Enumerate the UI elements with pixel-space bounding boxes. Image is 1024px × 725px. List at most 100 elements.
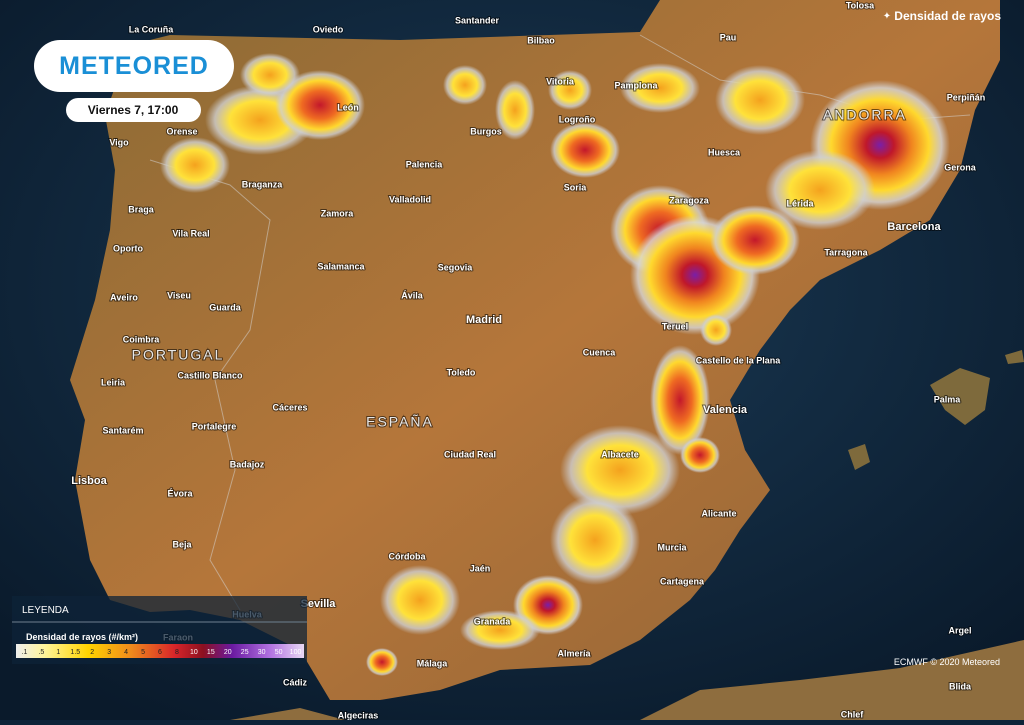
place-label: Viseu [167,290,191,300]
place-label: Argel [948,625,971,635]
layer-icon: ✦ [883,11,891,22]
place-label: Málaga [417,658,449,668]
islands [848,350,1024,470]
storms [160,53,950,676]
legend-step: .5 [38,649,44,656]
logo-badge[interactable] [34,40,234,92]
place-label: PORTUGAL [132,347,225,363]
legend-step: 5 [141,649,145,656]
place-label: Ávila [401,290,424,300]
land [70,0,1000,700]
legend-step: 30 [258,649,266,656]
legend-step: 15 [207,649,215,656]
place-label: Gerona [944,162,977,172]
place-label: ANDORRA [823,107,907,123]
place-label: Oviedo [313,24,344,34]
place-label: Granada [474,616,512,626]
place-label: Valladolid [389,194,431,204]
place-label: Chlef [841,709,865,719]
place-label: Guarda [209,302,242,312]
place-label: Sevilla [301,598,337,610]
place-label: Orense [166,126,197,136]
place-label: La Coruña [129,24,174,34]
legend-step: 100 [290,649,302,656]
place-label: Vila Real [172,228,209,238]
place-label: Córdoba [389,551,427,561]
place-label: Cuenca [583,347,617,357]
place-label: Braga [128,204,155,214]
place-label: Aveiro [110,292,138,302]
place-label: Zaragoza [669,195,710,205]
place-label: Teruel [662,321,688,331]
legend-step: 50 [275,649,283,656]
layer-name[interactable]: Densidad de rayos [894,9,1001,23]
date: Viernes 7, 17:00 [88,103,179,117]
place-label: Tolosa [846,0,875,10]
place-label: Valencia [703,404,748,416]
place-label: Cartagena [660,576,705,586]
place-label: Leiria [101,377,126,387]
place-label: Castillo Blanco [177,370,243,380]
place-label: Portalegre [192,421,237,431]
place-label: Cáceres [272,402,307,412]
place-label: Lérida [786,198,814,208]
place-label: Soria [564,182,588,192]
legend-step: 4 [124,649,128,656]
credit: ECMWF © 2020 Meteored [894,657,1000,667]
place-label: Pau [720,32,737,42]
date-pill [66,98,201,122]
place-label: Palencia [406,159,444,169]
place-label: Bilbao [527,35,555,45]
place-label: Palma [934,394,962,404]
legend-step: 20 [224,649,232,656]
legend-step: 10 [190,649,198,656]
legend-subtitle: Densidad de rayos (#/km²) [26,632,138,642]
place-label: Huesca [708,147,741,157]
place-label: Badajoz [230,459,265,469]
place-label: Vitoria [546,76,575,86]
place-label: Jaén [470,563,491,573]
place-label: Murcia [657,542,687,552]
legend-step: 2 [90,649,94,656]
legend-step: 1 [56,649,60,656]
place-label: ESPAÑA [366,414,434,430]
place-label: Logroño [559,114,596,124]
place-label: Madrid [466,314,502,326]
legend-title: LEYENDA [22,605,69,616]
place-label: Oporto [113,243,143,253]
place-label: Santander [455,15,500,25]
place-label: Barcelona [887,221,941,233]
place-label: Salamanca [317,261,365,271]
place-label: Toledo [447,367,476,377]
legend-steps: .1 .5 1 1.5 2 3 4 5 6 8 10 15 20 25 30 50 100 [22,649,302,656]
legend-bar [16,644,304,658]
legend-step: 25 [241,649,249,656]
place-label: Almería [557,648,591,658]
place-label: Évora [167,488,193,498]
place-label: Santarém [102,425,143,435]
legend-step: 6 [158,649,162,656]
place-label: Albacete [601,449,639,459]
place-label: Alicante [701,508,736,518]
legend-step: 1.5 [70,649,80,656]
place-label: Coimbra [123,334,161,344]
place-label: Ciudad Real [444,449,496,459]
legend-step: 3 [107,649,111,656]
place-label: Algeciras [338,710,379,720]
place-label: León [337,102,359,112]
place-label: Vigo [109,137,129,147]
place-label: Pamplona [614,80,658,90]
place-label: Segovia [438,262,474,272]
place-label: Castello de la Plana [696,355,782,365]
legend-step: .1 [22,649,28,656]
place-label: Tarragona [824,247,868,257]
place-label: Burgos [470,126,502,136]
place-label: Zamora [321,208,355,218]
place-label: Blida [949,681,972,691]
logo[interactable]: METEORED [59,52,209,80]
place-label: Perpiñán [947,92,986,102]
place-label: Braganza [242,179,284,189]
place-label: Lisboa [71,475,107,487]
place-label: Cádiz [283,677,308,687]
